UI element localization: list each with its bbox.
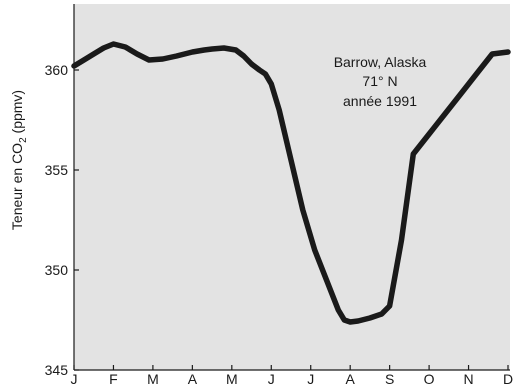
x-tick-label: J	[71, 371, 78, 387]
x-tick-label: M	[226, 371, 238, 387]
x-tick-label: A	[188, 371, 198, 387]
x-tick-label: A	[346, 371, 356, 387]
x-tick-label: J	[268, 371, 275, 387]
y-axis-title: Teneur en CO2 (ppmv)	[9, 90, 29, 230]
x-tick-label: M	[147, 371, 159, 387]
x-tick-label: O	[424, 371, 435, 387]
plot-area	[74, 4, 510, 370]
co2-series-line	[71, 41, 511, 325]
x-tick-label: N	[463, 371, 473, 387]
x-tick-label: J	[307, 371, 314, 387]
x-tick-label: D	[503, 371, 513, 387]
y-tick-label: 350	[45, 262, 69, 278]
annotation-latitude: 71° N	[362, 73, 397, 89]
annotation-location: Barrow, Alaska	[334, 54, 427, 70]
series-layer	[71, 41, 511, 325]
y-tick-label: 355	[45, 162, 69, 178]
y-tick-label: 345	[45, 362, 69, 378]
y-tick-label: 360	[45, 62, 69, 78]
y-axis-title-subscript: 2	[18, 137, 29, 143]
y-axis-title-unit: (ppmv)	[9, 90, 25, 137]
x-tick-label: S	[385, 371, 394, 387]
x-tick-label: F	[109, 371, 118, 387]
annotation-year: année 1991	[343, 93, 417, 109]
y-ticks: 345 350 355 360	[45, 62, 79, 378]
y-axis-title-main: Teneur en CO	[9, 143, 25, 230]
